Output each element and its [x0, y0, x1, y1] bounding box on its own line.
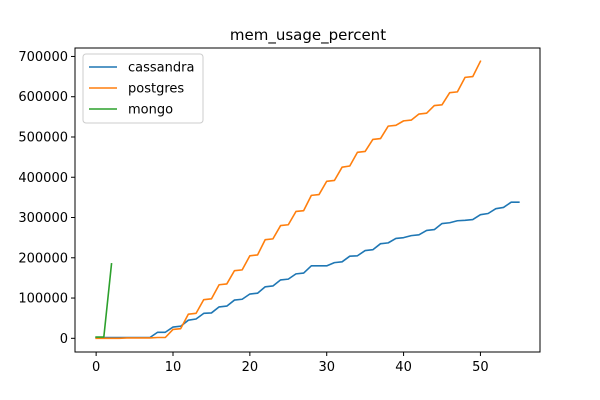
x-tick-label: 0 [92, 360, 100, 375]
y-tick-label: 200000 [18, 251, 68, 266]
series-line-mongo [95, 262, 113, 338]
y-tick-label: 500000 [18, 130, 68, 145]
legend: cassandra postgres mongo [82, 53, 204, 124]
y-tick-label: 300000 [18, 211, 68, 226]
x-tick-label: 10 [165, 360, 182, 375]
x-tick-label: 20 [242, 360, 259, 375]
series-line-postgres [95, 60, 482, 340]
x-tick-label: 40 [395, 360, 412, 375]
legend-label-mongo: mongo [128, 103, 173, 118]
series-line-cassandra [95, 201, 520, 339]
plot-area [74, 47, 541, 353]
chart-title: mem_usage_percent [230, 26, 386, 45]
series-layer [95, 60, 520, 340]
x-tick-label: 30 [318, 360, 335, 375]
x-tick-label: 50 [472, 360, 489, 375]
legend-box [82, 53, 204, 124]
y-tick-label: 700000 [18, 50, 68, 65]
y-axis: 0 100000 200000 300000 400000 500000 600000 700… [18, 50, 75, 347]
x-axis: 0 10 20 30 40 50 [92, 352, 489, 375]
legend-label-postgres: postgres [128, 82, 184, 97]
y-tick-label: 100000 [18, 292, 68, 307]
y-tick-label: 400000 [18, 171, 68, 186]
y-tick-label: 0 [60, 332, 68, 347]
legend-label-cassandra: cassandra [128, 61, 194, 76]
y-tick-label: 600000 [18, 90, 68, 105]
axes-frame [74, 47, 541, 353]
